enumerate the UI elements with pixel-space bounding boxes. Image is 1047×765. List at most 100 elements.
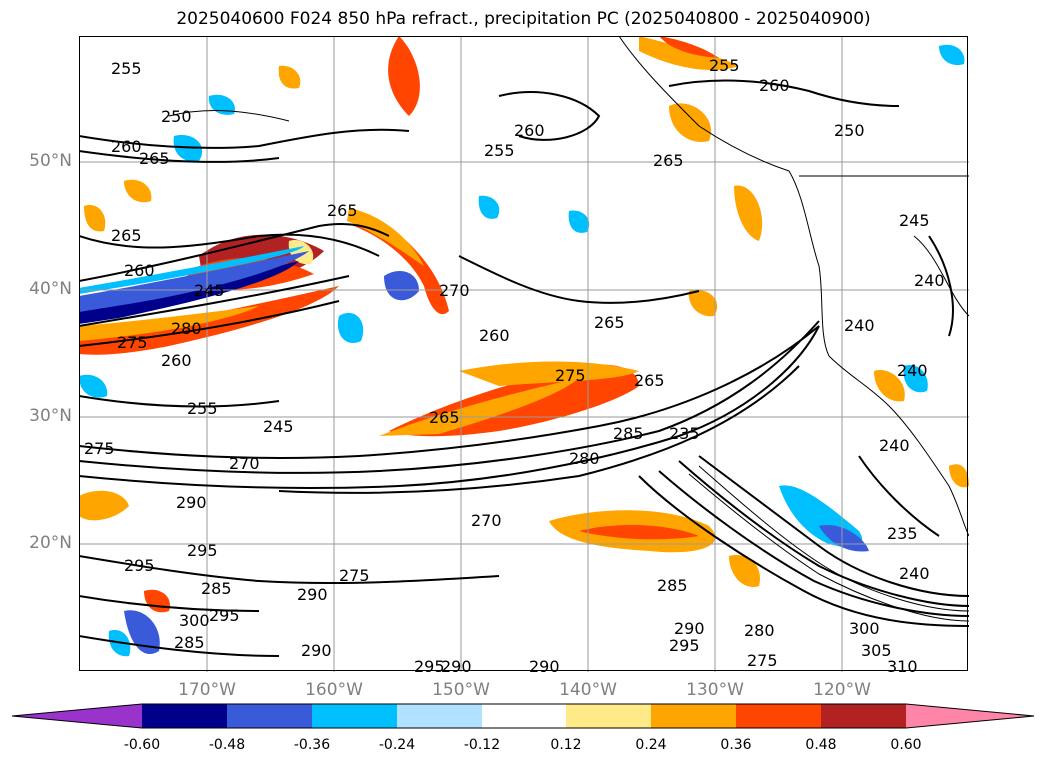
contour-label: 265: [327, 201, 358, 220]
contour-label: 265: [139, 149, 170, 168]
map-canvas: 255 250 260 265 265 260 245 280 275 260 …: [79, 36, 969, 672]
contour-label: 270: [471, 511, 502, 530]
precip-positive-shading: [79, 36, 969, 613]
colorbar-tick: 0.12: [550, 737, 582, 753]
contour-label: 265: [111, 226, 142, 245]
precip-patch: [79, 374, 108, 398]
contour-label: 290: [674, 619, 705, 638]
contour-label: 265: [594, 313, 625, 332]
precip-patch: [379, 378, 579, 436]
precip-patch: [949, 464, 969, 488]
colorbar-tick: -0.36: [293, 737, 331, 753]
colorbar-segment: [566, 704, 651, 728]
contour-label: 285: [657, 576, 688, 595]
precip-patch: [659, 36, 719, 58]
precip-patch: [939, 44, 965, 66]
precip-patch: [84, 205, 106, 232]
contour-line: [79, 320, 820, 474]
contour-line: [79, 150, 280, 163]
colorbar: [12, 703, 1035, 729]
contour-label: 250: [161, 107, 192, 126]
colorbar-extend-low: [12, 704, 142, 728]
colorbar-tick: -0.24: [378, 737, 416, 753]
contour-label-group: 255 250 260 265 265 260 245 280 275 260 …: [84, 56, 945, 672]
contour-label: 235: [887, 524, 918, 543]
precip-patch: [568, 210, 590, 233]
contour-line: [458, 255, 700, 304]
precip-patch: [478, 195, 500, 219]
contour-line: [79, 275, 350, 327]
precip-patch: [688, 290, 718, 317]
contour-line: [658, 470, 969, 617]
map-panel: 255 250 260 265 265 260 245 280 275 260 …: [79, 36, 969, 672]
precip-patch: [124, 179, 152, 203]
contour-label: 295: [187, 541, 218, 560]
contour-label: 290: [441, 657, 472, 672]
coastline: [913, 235, 969, 317]
precip-patch: [354, 211, 449, 315]
precip-patch: [874, 370, 905, 402]
contour-line: [79, 395, 280, 408]
precip-patch: [819, 525, 869, 552]
coastlines: [168, 36, 969, 537]
lat-label: 50°N: [29, 151, 72, 171]
contour-label: 285: [613, 424, 644, 443]
contour-label: 290: [297, 585, 328, 604]
contour-label: 300: [179, 611, 210, 630]
contour-label: 265: [653, 151, 684, 170]
lat-label: 30°N: [29, 406, 72, 426]
precip-patch: [734, 185, 763, 241]
contour-label: 260: [161, 351, 192, 370]
contour-label: 285: [201, 579, 232, 598]
contour-label: 270: [229, 454, 260, 473]
contour-label: 295: [414, 657, 445, 672]
precip-patch: [79, 251, 309, 312]
precip-patch: [903, 365, 928, 393]
contour-label: 280: [569, 449, 600, 468]
contour-line: [79, 128, 410, 149]
precip-patch: [79, 306, 259, 341]
contour-line: [79, 325, 820, 489]
precip-patch: [388, 36, 420, 116]
precip-patch: [278, 65, 301, 89]
contour-label: 240: [897, 361, 928, 380]
contour-line: [678, 460, 969, 607]
precip-patch: [347, 208, 424, 266]
lon-label: 150°W: [432, 680, 490, 700]
contour-label: 290: [301, 641, 332, 660]
contour-line: [79, 555, 500, 585]
contour-label: 250: [834, 121, 865, 140]
contour-label: 275: [747, 651, 778, 670]
lon-label: 170°W: [178, 680, 236, 700]
contour-line: [278, 365, 800, 494]
lon-label: 140°W: [559, 680, 617, 700]
contour-line: [928, 235, 954, 337]
contour-label: 265: [429, 408, 460, 427]
contour-label: 240: [914, 271, 945, 290]
contour-label: 255: [484, 141, 515, 160]
precip-patch: [729, 555, 760, 587]
contour-label: 245: [263, 417, 294, 436]
contour-line: [688, 473, 969, 622]
contour-label: 240: [844, 316, 875, 335]
contour-label: 275: [84, 439, 115, 458]
contour-label: 275: [339, 566, 370, 585]
contour-label: 300: [849, 619, 880, 638]
contour-line: [698, 465, 969, 612]
colorbar-tick: 0.36: [720, 737, 752, 753]
colorbar-segment: [736, 704, 821, 728]
precip-negative-shading: [79, 44, 965, 657]
contour-line: [498, 91, 601, 141]
map-title: 2025040600 F024 850 hPa refract., precip…: [176, 9, 871, 29]
precip-patch: [459, 361, 639, 386]
contour-line: [79, 635, 280, 657]
contour-label: 280: [171, 319, 202, 338]
colorbar-tick: 0.24: [635, 737, 667, 753]
lon-label: 120°W: [813, 680, 871, 700]
contour-label: 275: [555, 366, 586, 385]
colorbar-tick: 0.60: [890, 737, 922, 753]
contour-label: 240: [899, 564, 930, 583]
contour-label: 260: [514, 121, 545, 140]
lon-label: 130°W: [686, 680, 744, 700]
contour-label: 305: [861, 641, 892, 660]
